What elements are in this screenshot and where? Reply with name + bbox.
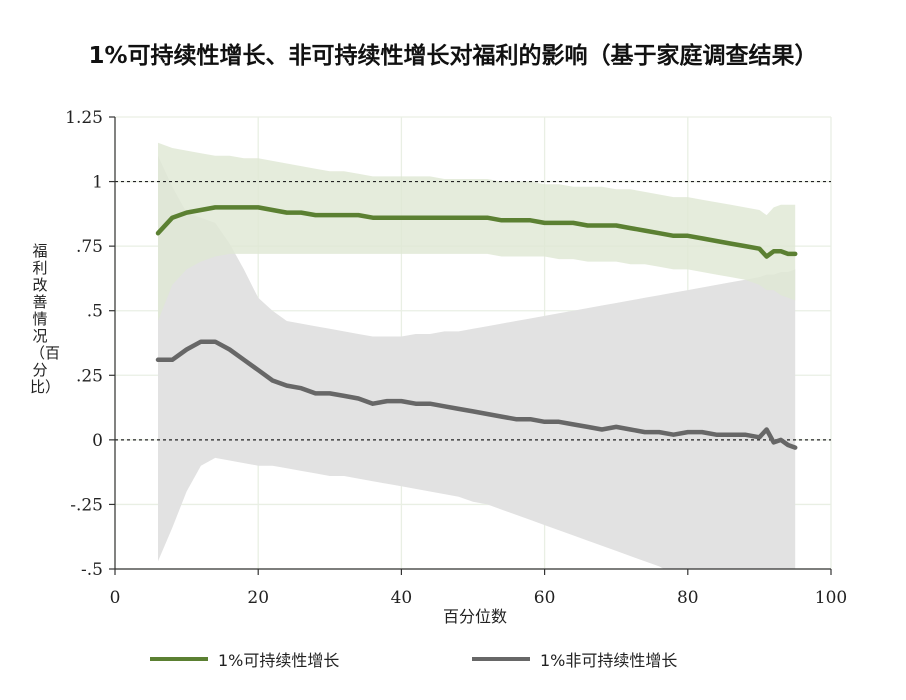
x-axis-label: 百分位数 — [442, 607, 507, 626]
band-unsustainable — [158, 155, 796, 569]
legend-label-sustainable: 1%可持续性增长 — [218, 651, 340, 670]
legend-label-unsustainable: 1%非可持续性增长 — [540, 651, 678, 670]
y-tick-label: -.25 — [70, 495, 103, 515]
legend-item-sustainable: 1%可持续性增长 — [150, 648, 339, 670]
legend-swatch-sustainable — [150, 657, 208, 661]
x-tick-label: 60 — [534, 588, 556, 608]
series-line-unsustainable — [155, 339, 798, 450]
y-tick-label: .75 — [76, 237, 103, 257]
y-tick-label: 1 — [92, 173, 103, 193]
x-tick-label: 40 — [391, 588, 413, 608]
confidence-bands — [158, 142, 796, 569]
y-tick-label: .5 — [87, 302, 103, 322]
legend-swatch-unsustainable — [472, 657, 530, 661]
y-axis-label: 福利改善情况（百分比） — [30, 242, 61, 396]
y-tick-label: .25 — [76, 366, 103, 386]
tick-labels: 1.25 1 .75 .5 .25 0 -.25 -.5 0 20 40 60 80 100 — [65, 108, 847, 608]
series-lines — [155, 205, 798, 450]
chart-title: 1%可持续性增长、非可持续性增长对福利的影响（基于家庭调查结果） — [88, 43, 818, 69]
y-tick-label: 0 — [92, 431, 103, 451]
reference-lines — [115, 180, 831, 441]
axes — [114, 117, 831, 570]
y-tick-label: -.5 — [81, 560, 103, 580]
x-tick-label: 0 — [110, 588, 121, 608]
x-tick-label: 20 — [247, 588, 269, 608]
x-tick-label: 80 — [677, 588, 699, 608]
legend-item-unsustainable: 1%非可持续性增长 — [472, 648, 677, 670]
series-line-sustainable — [155, 205, 798, 259]
band-sustainable — [158, 142, 796, 321]
x-tick-label: 100 — [815, 588, 847, 608]
y-tick-label: 1.25 — [65, 108, 103, 128]
